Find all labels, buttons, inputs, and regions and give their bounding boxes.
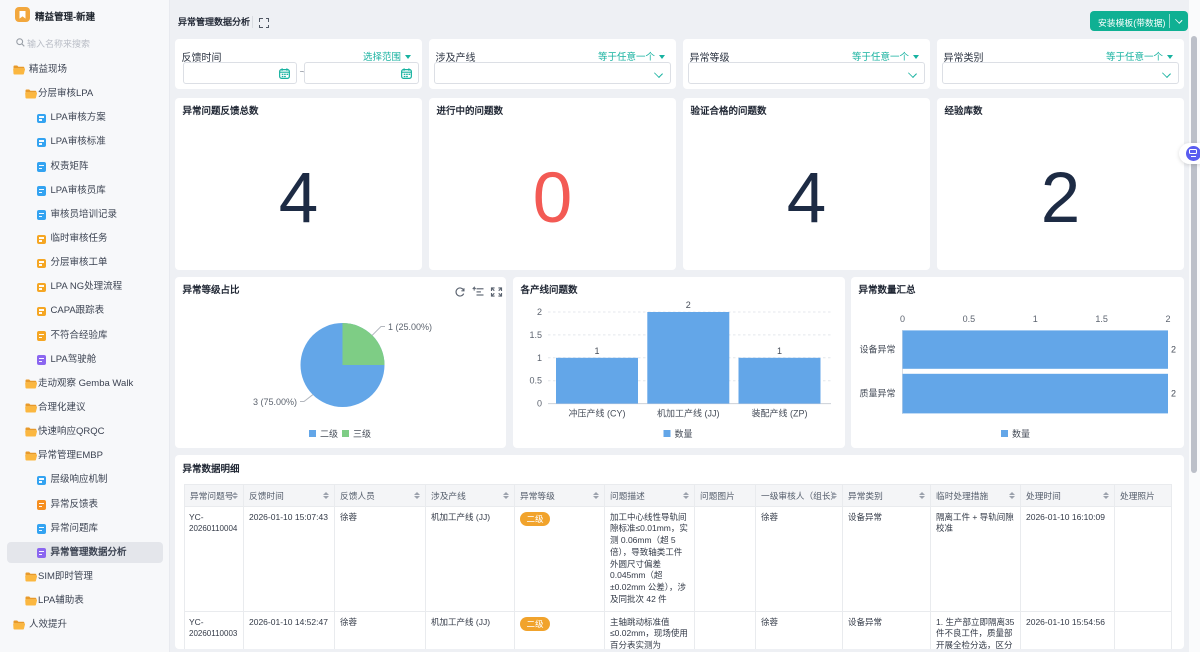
svg-text:0: 0 [900,314,905,324]
svg-text:2: 2 [1171,389,1176,399]
svg-text:质量异常: 质量异常 [859,388,895,399]
svg-text:0.5: 0.5 [529,376,542,386]
svg-text:1 (25.00%): 1 (25.00%) [388,322,432,332]
svg-text:1: 1 [1033,314,1038,324]
svg-text:机加工产线 (JJ): 机加工产线 (JJ) [657,408,720,419]
svg-text:1: 1 [777,346,782,356]
svg-text:装配产线 (ZP): 装配产线 (ZP) [752,408,808,419]
svg-text:二级: 二级 [320,428,338,439]
svg-text:2: 2 [1165,314,1170,324]
svg-text:冲压产线 (CY): 冲压产线 (CY) [569,408,626,419]
svg-text:1.5: 1.5 [1095,314,1108,324]
svg-text:0: 0 [537,399,542,409]
svg-text:设备异常: 设备异常 [859,344,895,355]
svg-text:数量: 数量 [675,428,693,439]
svg-text:1: 1 [537,353,542,363]
svg-text:2: 2 [537,307,542,317]
svg-text:3 (75.00%): 3 (75.00%) [253,397,297,407]
svg-text:数量: 数量 [1012,428,1030,439]
svg-text:0.5: 0.5 [963,314,976,324]
svg-text:2: 2 [686,300,691,310]
svg-text:1.5: 1.5 [529,330,542,340]
svg-text:2: 2 [1171,345,1176,355]
svg-text:1: 1 [594,346,599,356]
svg-text:三级: 三级 [353,428,371,439]
